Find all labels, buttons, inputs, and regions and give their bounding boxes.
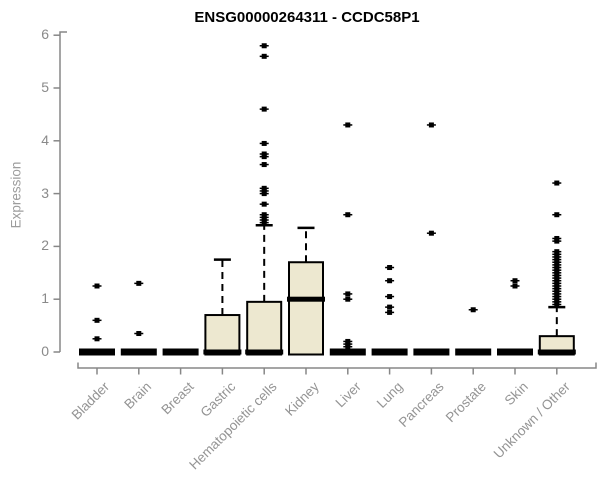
outlier-point [261, 185, 267, 191]
median-line [203, 349, 242, 355]
median-line [537, 349, 576, 355]
collapsed-box [329, 348, 366, 356]
outlier-point [261, 154, 267, 160]
outlier-point [554, 272, 560, 278]
outlier-point [554, 283, 560, 289]
collapsed-box [497, 348, 533, 356]
outlier-point [554, 270, 560, 276]
outlier-point [554, 251, 560, 257]
outlier-point [554, 238, 560, 244]
outlier-point [554, 212, 560, 218]
y-tick-label: 1 [41, 290, 49, 307]
outlier-point [554, 180, 560, 186]
collapsed-box [371, 348, 408, 356]
outlier-point [512, 283, 518, 289]
outlier-point [554, 259, 560, 265]
y-tick-label: 5 [41, 79, 49, 95]
outlier-point [261, 201, 267, 207]
outlier-point [345, 122, 351, 128]
outlier-point [94, 317, 100, 323]
outlier-point [94, 283, 100, 289]
outlier-point [261, 212, 267, 218]
outlier-point [94, 336, 100, 342]
outlier-point [261, 188, 267, 194]
outlier-point [261, 140, 267, 146]
outlier-point [387, 278, 393, 284]
outlier-point [136, 280, 142, 286]
collapsed-box [120, 348, 157, 356]
outlier-point [428, 230, 434, 236]
y-tick-label: 2 [41, 237, 49, 254]
outlier-point [554, 235, 560, 241]
outlier-point [554, 288, 560, 294]
outlier-point [261, 53, 267, 59]
outlier-point [554, 249, 560, 255]
box [288, 261, 324, 356]
median-line [287, 296, 325, 302]
x-axis-line [77, 362, 597, 369]
outlier-point [387, 265, 393, 271]
outlier-point [554, 275, 560, 281]
outlier-point [136, 331, 142, 337]
collapsed-box [455, 348, 492, 356]
outlier-point [345, 344, 351, 350]
outlier-point [261, 220, 267, 226]
outlier-point [261, 191, 267, 197]
collapsed-box [162, 348, 199, 356]
outlier-point [554, 254, 560, 260]
outlier-point [554, 257, 560, 263]
median-line [245, 349, 284, 355]
outlier-point [554, 301, 560, 307]
box [204, 314, 241, 356]
y-tick-label: 4 [41, 131, 49, 148]
outlier-point [261, 43, 267, 49]
collapsed-box [413, 348, 450, 356]
outlier-point [261, 106, 267, 112]
y-axis-line [59, 31, 67, 352]
outlier-point [345, 296, 351, 302]
chart-title: ENSG00000264311 - CCDC58P1 [194, 9, 420, 26]
y-tick-label: 0 [41, 343, 49, 359]
collapsed-box [79, 348, 115, 356]
outlier-point [261, 162, 267, 168]
outlier-point [512, 278, 518, 284]
outlier-point [345, 338, 351, 344]
outlier-point [387, 304, 393, 310]
outlier-point [345, 341, 351, 347]
outlier-point [554, 291, 560, 297]
outlier-point [261, 217, 267, 223]
outlier-point [345, 291, 351, 297]
y-tick-label: 6 [41, 26, 49, 43]
outlier-point [470, 307, 476, 313]
outlier-point [554, 294, 560, 300]
outlier-point [428, 122, 434, 128]
outlier-point [554, 265, 560, 271]
outlier-point [345, 212, 351, 218]
outlier-point [554, 280, 560, 286]
box [246, 300, 283, 356]
outlier-point [554, 286, 560, 292]
outlier-point [387, 294, 393, 300]
outlier-point [554, 267, 560, 273]
y-tick-label: 3 [41, 184, 49, 201]
outlier-point [554, 262, 560, 268]
outlier-point [554, 296, 560, 302]
outlier-point [387, 309, 393, 315]
outlier-point [554, 278, 560, 284]
outlier-point [554, 299, 560, 305]
outlier-point [261, 214, 267, 220]
outlier-point [261, 151, 267, 157]
